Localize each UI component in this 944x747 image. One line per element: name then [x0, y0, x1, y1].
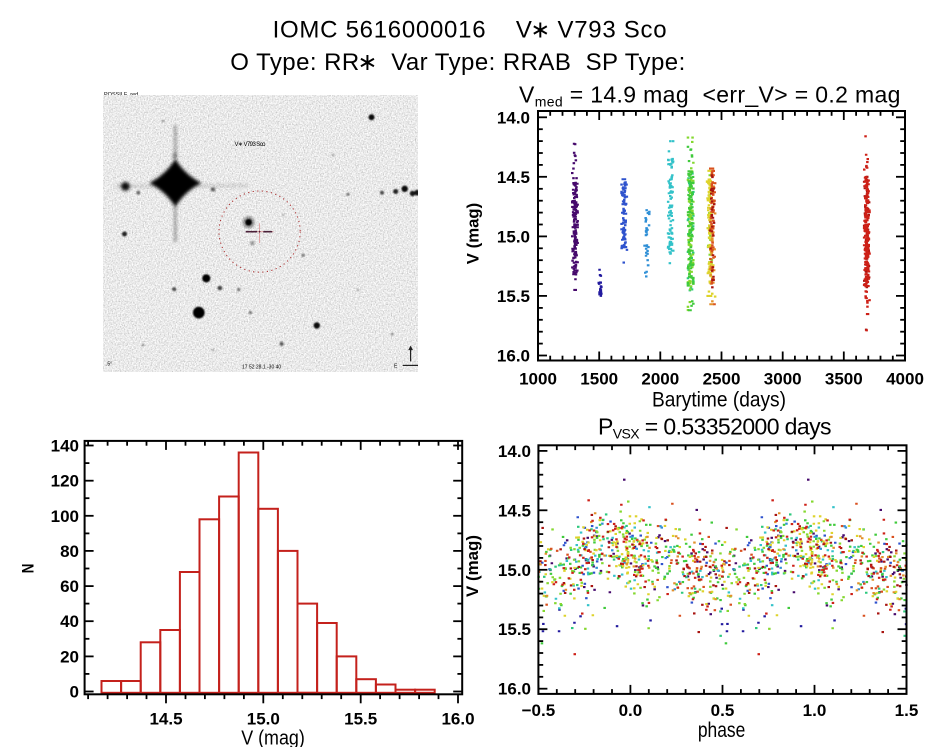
- svg-text:14.5: 14.5: [498, 501, 531, 520]
- svg-text:15.5: 15.5: [498, 620, 531, 639]
- svg-text:16.0: 16.0: [498, 680, 531, 699]
- svg-text:14.0: 14.0: [498, 442, 531, 461]
- svg-text:15.5: 15.5: [344, 710, 377, 729]
- svg-text:2000: 2000: [641, 370, 679, 389]
- svg-text:O Type: RR∗ Var Type: RRAB S: O Type: RR∗ Var Type: RRAB SP Type:: [230, 49, 685, 76]
- svg-text:20: 20: [60, 647, 79, 666]
- svg-text:15.0: 15.0: [247, 710, 280, 729]
- svg-text:PVSX = 0.53352000 days: PVSX = 0.53352000 days: [598, 414, 831, 442]
- svg-text:phase: phase: [698, 719, 746, 742]
- svg-text:.5°: .5°: [106, 362, 112, 368]
- svg-text:IOMC 5616000016 V∗ V793 Sco: IOMC 5616000016 V∗ V793 Sco: [273, 17, 668, 44]
- svg-text:3500: 3500: [825, 370, 863, 389]
- svg-text:16.0: 16.0: [497, 347, 530, 366]
- svg-text:0.0: 0.0: [619, 701, 643, 720]
- svg-text:14.5: 14.5: [149, 710, 182, 729]
- svg-text:Barytime (days): Barytime (days): [652, 389, 786, 412]
- svg-text:E: E: [394, 364, 398, 370]
- svg-text:2500: 2500: [703, 370, 741, 389]
- svg-text:1500: 1500: [580, 370, 618, 389]
- svg-text:1.5: 1.5: [895, 701, 919, 720]
- svg-text:17 52 28.1 -30 40: 17 52 28.1 -30 40: [242, 365, 281, 371]
- svg-text:V (mag): V (mag): [464, 203, 483, 264]
- svg-text:3000: 3000: [764, 370, 802, 389]
- svg-text:15.0: 15.0: [498, 561, 531, 580]
- svg-text:40: 40: [60, 612, 79, 631]
- svg-text:14.5: 14.5: [497, 168, 530, 187]
- svg-text:60: 60: [60, 577, 79, 596]
- svg-text:120: 120: [51, 472, 79, 491]
- svg-text:0.5: 0.5: [711, 701, 735, 720]
- svg-text:Vmed = 14.9 mag <err_V> = 0.2: Vmed = 14.9 mag <err_V> = 0.2 mag: [519, 82, 901, 110]
- svg-text:N: N: [18, 564, 37, 574]
- svg-text:1000: 1000: [519, 370, 557, 389]
- svg-text:V (mag): V (mag): [463, 535, 482, 597]
- svg-text:0: 0: [70, 683, 79, 702]
- svg-text:V (mag): V (mag): [241, 728, 305, 747]
- svg-text:100: 100: [51, 507, 79, 526]
- svg-text:140: 140: [51, 437, 79, 456]
- svg-text:15.0: 15.0: [497, 227, 530, 246]
- svg-text:V∗ V793 Sco: V∗ V793 Sco: [235, 142, 267, 148]
- svg-text:14.0: 14.0: [497, 108, 530, 127]
- svg-text:15.5: 15.5: [497, 287, 530, 306]
- svg-text:80: 80: [60, 542, 79, 561]
- svg-text:1.0: 1.0: [803, 701, 827, 720]
- svg-text:−0.5: −0.5: [522, 701, 556, 720]
- svg-text:4000: 4000: [886, 370, 924, 389]
- svg-text:16.0: 16.0: [441, 710, 474, 729]
